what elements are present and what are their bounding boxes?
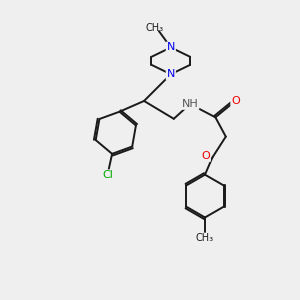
Text: N: N — [167, 69, 175, 79]
Text: Cl: Cl — [102, 170, 113, 180]
Text: N: N — [167, 43, 175, 52]
Text: CH₃: CH₃ — [196, 233, 214, 243]
Text: O: O — [201, 151, 210, 161]
Text: CH₃: CH₃ — [146, 22, 164, 32]
Text: NH: NH — [182, 99, 199, 109]
Text: O: O — [231, 96, 240, 106]
